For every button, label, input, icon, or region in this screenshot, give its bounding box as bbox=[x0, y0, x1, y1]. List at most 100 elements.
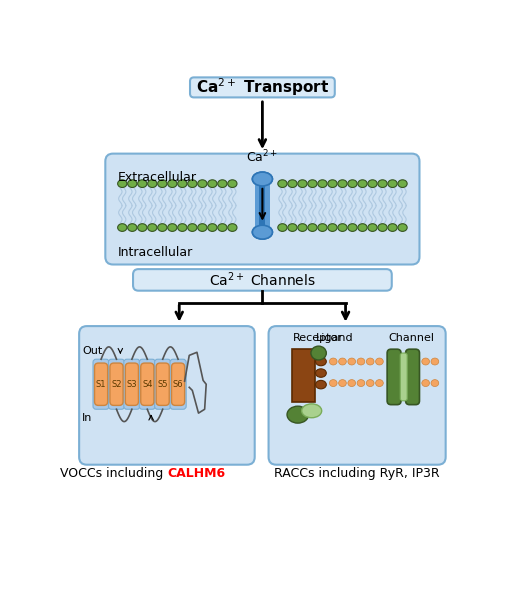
Ellipse shape bbox=[228, 224, 237, 232]
Ellipse shape bbox=[302, 404, 322, 418]
Ellipse shape bbox=[252, 172, 272, 186]
Ellipse shape bbox=[378, 224, 387, 232]
Ellipse shape bbox=[208, 224, 217, 232]
Text: In: In bbox=[82, 413, 93, 423]
Ellipse shape bbox=[358, 180, 367, 187]
Ellipse shape bbox=[198, 180, 207, 187]
Text: Channel: Channel bbox=[389, 334, 435, 343]
Text: RACCs including RyR, IP3R: RACCs including RyR, IP3R bbox=[274, 467, 440, 481]
Ellipse shape bbox=[422, 380, 430, 386]
Ellipse shape bbox=[308, 224, 317, 232]
Ellipse shape bbox=[118, 224, 127, 232]
Text: S5: S5 bbox=[157, 380, 168, 389]
Ellipse shape bbox=[367, 358, 374, 365]
Ellipse shape bbox=[218, 224, 227, 232]
Ellipse shape bbox=[228, 180, 237, 187]
FancyBboxPatch shape bbox=[269, 326, 445, 464]
Ellipse shape bbox=[329, 380, 337, 386]
Ellipse shape bbox=[298, 224, 307, 232]
Text: CALHM6: CALHM6 bbox=[167, 467, 225, 481]
Ellipse shape bbox=[138, 180, 147, 187]
Ellipse shape bbox=[178, 224, 187, 232]
FancyBboxPatch shape bbox=[110, 363, 123, 406]
Ellipse shape bbox=[348, 358, 355, 365]
Ellipse shape bbox=[348, 380, 355, 386]
FancyBboxPatch shape bbox=[139, 359, 155, 409]
Ellipse shape bbox=[368, 180, 377, 187]
FancyBboxPatch shape bbox=[124, 359, 140, 409]
FancyBboxPatch shape bbox=[133, 269, 392, 290]
FancyBboxPatch shape bbox=[95, 363, 108, 406]
Ellipse shape bbox=[388, 224, 397, 232]
Ellipse shape bbox=[398, 180, 407, 187]
Ellipse shape bbox=[252, 225, 272, 239]
Text: S1: S1 bbox=[96, 380, 106, 389]
Text: S3: S3 bbox=[126, 380, 137, 389]
Ellipse shape bbox=[278, 224, 287, 232]
Ellipse shape bbox=[368, 224, 377, 232]
Ellipse shape bbox=[147, 224, 157, 232]
Text: S6: S6 bbox=[173, 380, 183, 389]
Ellipse shape bbox=[147, 180, 157, 187]
Ellipse shape bbox=[328, 224, 337, 232]
Ellipse shape bbox=[376, 380, 383, 386]
Ellipse shape bbox=[158, 180, 167, 187]
Ellipse shape bbox=[158, 224, 167, 232]
Text: VOCCs including: VOCCs including bbox=[60, 467, 167, 481]
Bar bbox=[259, 185, 266, 226]
Ellipse shape bbox=[218, 180, 227, 187]
Ellipse shape bbox=[376, 358, 383, 365]
Ellipse shape bbox=[388, 180, 397, 187]
Ellipse shape bbox=[288, 180, 297, 187]
Ellipse shape bbox=[288, 224, 297, 232]
Text: Extracellular: Extracellular bbox=[118, 171, 197, 184]
Text: Ca$^{2+}$ Transport: Ca$^{2+}$ Transport bbox=[196, 77, 329, 98]
Ellipse shape bbox=[348, 224, 357, 232]
Ellipse shape bbox=[315, 357, 326, 366]
Ellipse shape bbox=[252, 172, 272, 186]
Text: S2: S2 bbox=[111, 380, 122, 389]
Ellipse shape bbox=[168, 224, 177, 232]
Text: Ligand: Ligand bbox=[316, 334, 354, 343]
Text: Intracellular: Intracellular bbox=[118, 245, 193, 259]
FancyBboxPatch shape bbox=[190, 77, 335, 97]
FancyBboxPatch shape bbox=[93, 359, 109, 409]
FancyBboxPatch shape bbox=[387, 349, 401, 404]
FancyBboxPatch shape bbox=[141, 363, 154, 406]
FancyBboxPatch shape bbox=[105, 154, 419, 265]
Ellipse shape bbox=[315, 380, 326, 389]
FancyBboxPatch shape bbox=[406, 349, 419, 404]
Text: Out: Out bbox=[82, 346, 102, 356]
Ellipse shape bbox=[188, 180, 197, 187]
Ellipse shape bbox=[138, 224, 147, 232]
Bar bbox=[254, 185, 270, 226]
Ellipse shape bbox=[178, 180, 187, 187]
Ellipse shape bbox=[318, 180, 327, 187]
Ellipse shape bbox=[278, 180, 287, 187]
FancyBboxPatch shape bbox=[79, 326, 254, 464]
Text: Receptor: Receptor bbox=[292, 334, 343, 343]
Ellipse shape bbox=[118, 180, 127, 187]
Ellipse shape bbox=[311, 346, 326, 360]
Ellipse shape bbox=[398, 224, 407, 232]
Ellipse shape bbox=[127, 224, 137, 232]
FancyBboxPatch shape bbox=[170, 359, 186, 409]
Ellipse shape bbox=[188, 224, 197, 232]
Ellipse shape bbox=[168, 180, 177, 187]
Ellipse shape bbox=[329, 358, 337, 365]
Ellipse shape bbox=[198, 224, 207, 232]
Bar bbox=[292, 349, 315, 401]
Ellipse shape bbox=[287, 406, 309, 423]
Ellipse shape bbox=[357, 380, 365, 386]
Text: S4: S4 bbox=[142, 380, 153, 389]
Ellipse shape bbox=[348, 180, 357, 187]
FancyBboxPatch shape bbox=[155, 359, 171, 409]
Ellipse shape bbox=[328, 180, 337, 187]
Ellipse shape bbox=[315, 369, 326, 377]
Ellipse shape bbox=[318, 224, 327, 232]
Ellipse shape bbox=[127, 180, 137, 187]
Ellipse shape bbox=[357, 358, 365, 365]
FancyBboxPatch shape bbox=[109, 359, 124, 409]
Ellipse shape bbox=[338, 224, 347, 232]
Ellipse shape bbox=[367, 380, 374, 386]
